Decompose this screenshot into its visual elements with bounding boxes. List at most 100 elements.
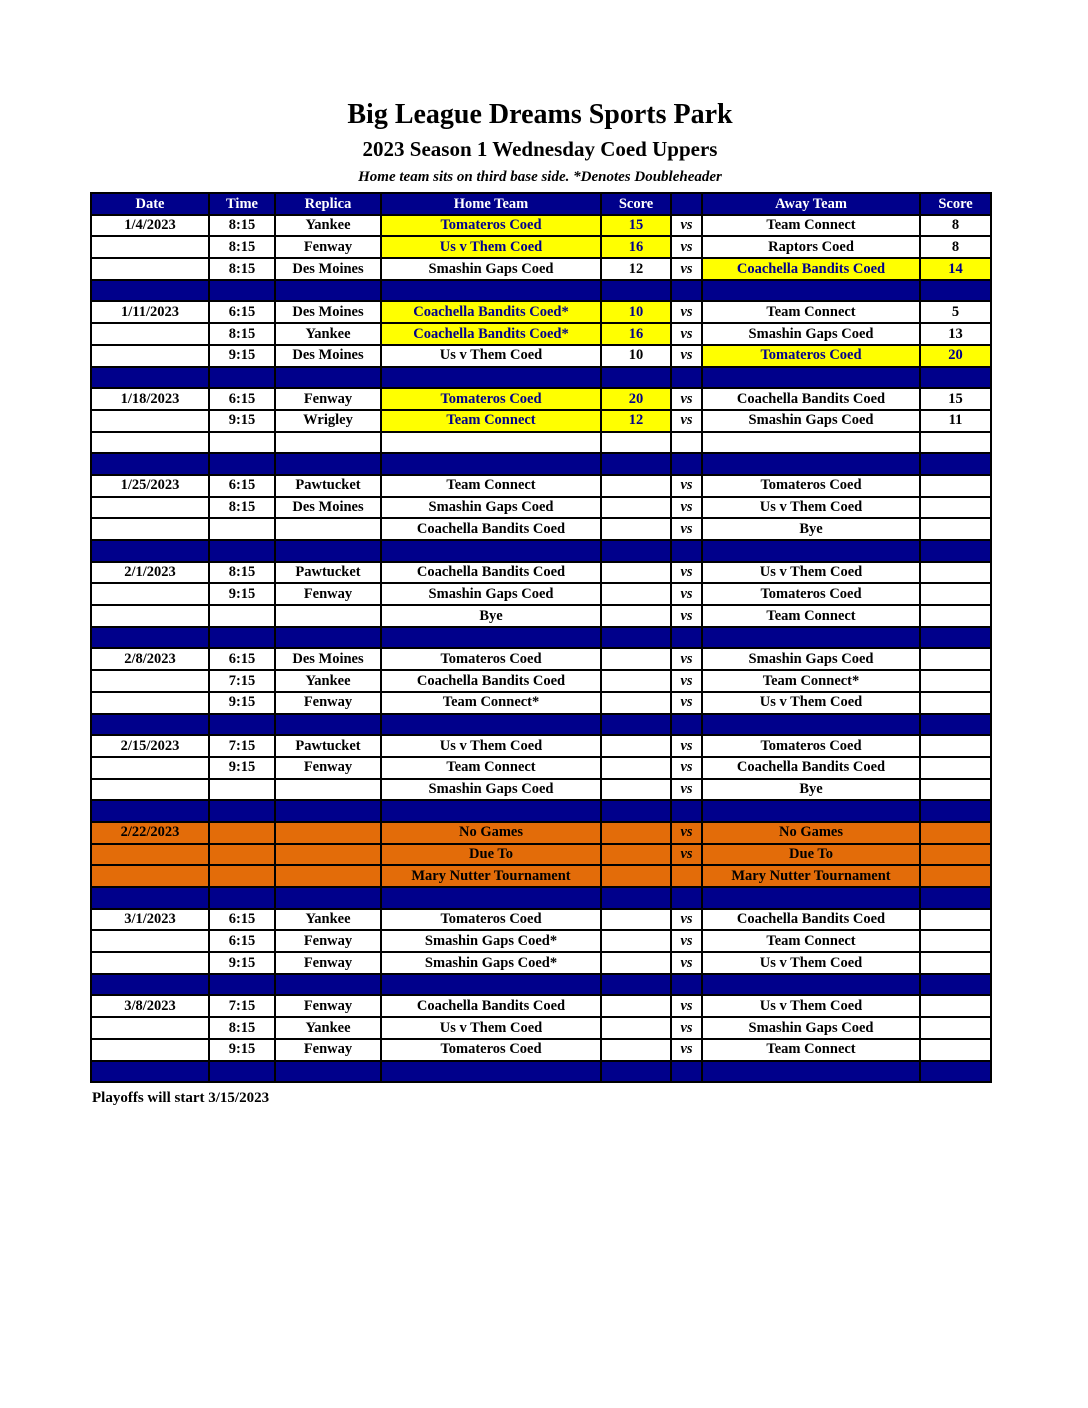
away-score-cell: 8 bbox=[919, 235, 992, 260]
game-row: 8:15 Des Moines Smashin Gaps Coed vs Us v Th… bbox=[90, 495, 992, 520]
vs-cell: vs bbox=[670, 560, 703, 585]
column-header-vs bbox=[670, 192, 703, 216]
replica-cell: Des Moines bbox=[274, 647, 382, 672]
away-team-cell bbox=[701, 539, 921, 563]
home-score-cell bbox=[600, 539, 672, 563]
vs-cell: vs bbox=[670, 994, 703, 1019]
home-team-cell: Smashin Gaps Coed bbox=[380, 777, 602, 802]
date-cell: 2/8/2023 bbox=[90, 647, 210, 672]
vs-cell: vs bbox=[670, 408, 703, 433]
away-team-cell: Smashin Gaps Coed bbox=[701, 1016, 921, 1040]
replica-cell: Des Moines bbox=[274, 300, 382, 325]
time-cell bbox=[208, 517, 276, 541]
away-score-cell bbox=[919, 473, 992, 498]
replica-cell: Fenway bbox=[274, 755, 382, 780]
replica-cell: Yankee bbox=[274, 322, 382, 346]
time-cell bbox=[208, 278, 276, 303]
home-team-cell bbox=[380, 278, 602, 303]
away-team-cell: No Games bbox=[701, 820, 921, 845]
away-team-cell bbox=[701, 886, 921, 910]
replica-cell: Des Moines bbox=[274, 343, 382, 368]
home-team-cell: No Games bbox=[380, 820, 602, 845]
home-score-cell bbox=[600, 886, 672, 910]
time-cell bbox=[208, 712, 276, 737]
away-team-cell: Team Connect bbox=[701, 604, 921, 628]
away-score-cell bbox=[919, 647, 992, 672]
replica-cell: Yankee bbox=[274, 907, 382, 932]
date-cell bbox=[90, 842, 210, 867]
replica-cell: Des Moines bbox=[274, 257, 382, 281]
vs-cell bbox=[670, 799, 703, 823]
vs-cell: vs bbox=[670, 929, 703, 954]
column-header-replica: Replica bbox=[274, 192, 382, 216]
home-score-cell bbox=[600, 582, 672, 607]
away-team-cell bbox=[701, 1059, 921, 1084]
vs-cell bbox=[670, 712, 703, 737]
away-team-cell: Us v Them Coed bbox=[701, 994, 921, 1019]
home-score-cell bbox=[600, 842, 672, 867]
game-row: 3/1/2023 6:15 Yankee Tomateros Coed vs Coache… bbox=[90, 907, 992, 932]
separator-row bbox=[90, 886, 992, 910]
replica-cell bbox=[274, 430, 382, 455]
away-score-cell bbox=[919, 712, 992, 737]
vs-cell bbox=[670, 539, 703, 563]
away-team-cell: Due To bbox=[701, 842, 921, 867]
separator-row bbox=[90, 625, 992, 650]
home-score-cell bbox=[600, 994, 672, 1019]
away-score-cell bbox=[919, 560, 992, 585]
time-cell: 9:15 bbox=[208, 408, 276, 433]
away-team-cell: Us v Them Coed bbox=[701, 560, 921, 585]
date-cell bbox=[90, 452, 210, 476]
home-team-cell: Coachella Bandits Coed* bbox=[380, 322, 602, 346]
away-team-cell: Coachella Bandits Coed bbox=[701, 257, 921, 281]
date-cell bbox=[90, 690, 210, 715]
away-score-cell bbox=[919, 1037, 992, 1062]
time-cell: 8:15 bbox=[208, 235, 276, 260]
vs-cell: vs bbox=[670, 495, 703, 520]
game-row: 9:15 Fenway Smashin Gaps Coed vs Tomateros C… bbox=[90, 582, 992, 607]
away-score-cell bbox=[919, 929, 992, 954]
game-row: Bye vs Team Connect bbox=[90, 604, 992, 628]
away-team-cell: Team Connect bbox=[701, 1037, 921, 1062]
date-cell bbox=[90, 408, 210, 433]
home-score-cell bbox=[600, 1037, 672, 1062]
home-team-cell: Us v Them Coed bbox=[380, 1016, 602, 1040]
away-score-cell bbox=[919, 994, 992, 1019]
home-score-cell bbox=[600, 907, 672, 932]
game-row bbox=[90, 430, 992, 455]
replica-cell: Fenway bbox=[274, 235, 382, 260]
replica-cell bbox=[274, 1059, 382, 1084]
replica-cell: Fenway bbox=[274, 582, 382, 607]
vs-cell: vs bbox=[670, 1037, 703, 1062]
home-score-cell bbox=[600, 864, 672, 888]
date-cell bbox=[90, 712, 210, 737]
date-cell bbox=[90, 517, 210, 541]
away-score-cell bbox=[919, 972, 992, 997]
home-score-cell bbox=[600, 951, 672, 975]
time-cell bbox=[208, 365, 276, 390]
vs-cell bbox=[670, 886, 703, 910]
home-score-cell bbox=[600, 799, 672, 823]
home-team-cell: Smashin Gaps Coed* bbox=[380, 929, 602, 954]
home-team-cell: Team Connect* bbox=[380, 690, 602, 715]
home-team-cell: Team Connect bbox=[380, 408, 602, 433]
home-team-cell: Coachella Bandits Coed bbox=[380, 560, 602, 585]
header-row: Date Time Replica Home Team Score Away T… bbox=[90, 192, 992, 216]
home-score-cell bbox=[600, 452, 672, 476]
time-cell: 6:15 bbox=[208, 907, 276, 932]
time-cell: 9:15 bbox=[208, 951, 276, 975]
vs-cell: vs bbox=[670, 343, 703, 368]
date-cell: 2/22/2023 bbox=[90, 820, 210, 845]
replica-cell bbox=[274, 278, 382, 303]
away-score-cell bbox=[919, 907, 992, 932]
date-cell: 1/11/2023 bbox=[90, 300, 210, 325]
vs-cell bbox=[670, 365, 703, 390]
away-score-cell bbox=[919, 734, 992, 758]
away-team-cell: Smashin Gaps Coed bbox=[701, 408, 921, 433]
away-team-cell: Tomateros Coed bbox=[701, 734, 921, 758]
schedule-table: Date Time Replica Home Team Score Away T… bbox=[90, 192, 992, 1084]
away-team-cell: Raptors Coed bbox=[701, 235, 921, 260]
vs-cell: vs bbox=[670, 322, 703, 346]
date-cell bbox=[90, 235, 210, 260]
replica-cell: Fenway bbox=[274, 387, 382, 411]
